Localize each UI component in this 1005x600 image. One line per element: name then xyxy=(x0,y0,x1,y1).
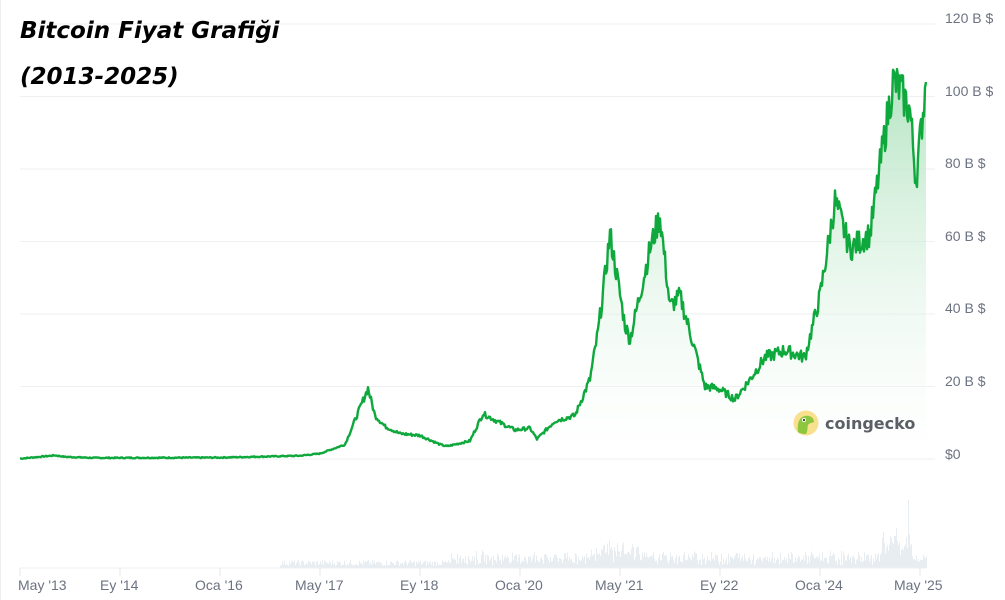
price-line xyxy=(19,67,928,460)
x-axis-ticks xyxy=(19,568,921,576)
coingecko-gecko-icon xyxy=(793,410,819,436)
watermark-text: coingecko xyxy=(825,413,916,433)
y-axis-label-80: 80 B $ xyxy=(945,155,986,171)
y-axis-label-60: 60 B $ xyxy=(945,228,986,244)
x-axis-label-oca-16: Oca '16 xyxy=(195,577,243,593)
gridlines xyxy=(20,23,935,460)
x-axis-label-may-17: May '17 xyxy=(295,577,344,593)
x-axis-label-may-13: May '13 xyxy=(18,577,67,593)
x-axis-label-oca-24: Oca '24 xyxy=(795,577,843,593)
x-axis-label-may-21: May '21 xyxy=(595,577,644,593)
x-axis-label-ey-14: Ey '14 xyxy=(100,577,139,593)
chart-title-line1: Bitcoin Fiyat Grafiği xyxy=(20,18,280,44)
price-area xyxy=(20,69,926,459)
x-axis-label-oca-20: Oca '20 xyxy=(495,577,543,593)
coingecko-watermark: coingecko xyxy=(793,410,915,436)
x-axis-label-may-25: May '25 xyxy=(894,577,943,593)
y-axis-label-120: 120 B $ xyxy=(945,10,994,26)
y-axis-label-100: 100 B $ xyxy=(945,83,994,99)
chart-title-line2: (2013-2025) xyxy=(20,64,179,90)
x-axis-label-ey-22: Ey '22 xyxy=(700,577,739,593)
x-axis-label-ey-18: Ey '18 xyxy=(400,577,439,593)
y-axis-label-0: $0 xyxy=(945,446,961,462)
y-axis-label-20: 20 B $ xyxy=(945,373,986,389)
volume-bars xyxy=(280,500,927,568)
y-axis-label-40: 40 B $ xyxy=(945,300,986,316)
